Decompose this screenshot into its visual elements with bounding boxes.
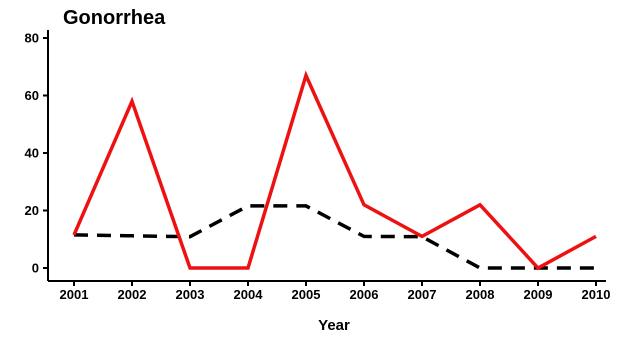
x-tick-label: 2003	[176, 287, 205, 302]
x-tick-label: 2005	[292, 287, 321, 302]
y-tick-label: 80	[25, 31, 39, 46]
ticks: 0 20 40 60 80 2001 2002 2003 2004 2005 2006 2007 200…	[25, 31, 611, 303]
series-line-solid	[72, 70, 597, 271]
series-line-dashed	[73, 204, 596, 270]
y-tick-label: 0	[32, 261, 39, 276]
x-tick-label: 2002	[118, 287, 147, 302]
series-lines	[72, 70, 597, 271]
x-tick-label: 2008	[466, 287, 495, 302]
y-tick-label: 40	[25, 146, 39, 161]
y-tick-label: 20	[25, 203, 39, 218]
x-tick-label: 2009	[524, 287, 553, 302]
x-tick-label: 2004	[234, 287, 264, 302]
y-tick-label: 60	[25, 88, 39, 103]
axes	[47, 30, 606, 282]
x-axis-title: Year	[318, 317, 350, 334]
x-tick-label: 2001	[60, 287, 89, 302]
chart-title: Gonorrhea	[63, 7, 166, 29]
x-tick-label: 2010	[582, 287, 611, 302]
x-tick-label: 2007	[408, 287, 437, 302]
x-tick-label: 2006	[350, 287, 379, 302]
